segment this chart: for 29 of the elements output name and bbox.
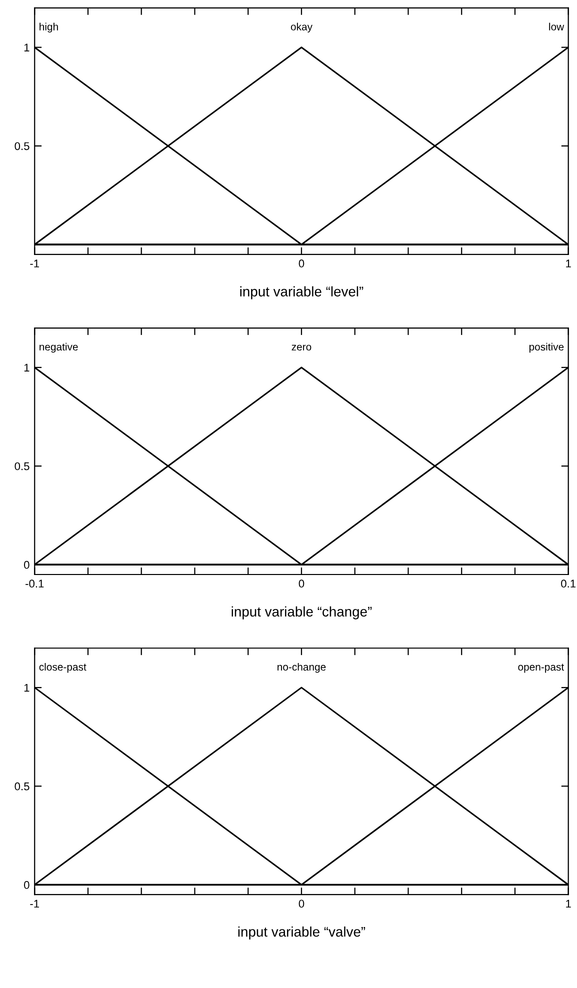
y-tick-label: 0	[24, 560, 30, 569]
x-tick-label: 0	[298, 900, 304, 908]
series-label: high	[40, 22, 58, 32]
y-tick-label: 0.5	[14, 782, 30, 790]
y-tick-label: 1	[24, 44, 30, 52]
x-tick-label: 0	[298, 580, 304, 588]
x-tick-label: -1	[30, 900, 40, 908]
y-tick-label: 0	[24, 881, 30, 889]
x-tick-label: 1	[566, 900, 571, 908]
x-axis-title: input variable “change”	[232, 606, 372, 620]
x-tick-label: -1	[30, 260, 40, 268]
legend-label: no-change	[278, 662, 326, 673]
legend-label: low	[549, 22, 564, 30]
legend-label: open-past	[518, 664, 564, 673]
legend-label: negative	[40, 342, 78, 353]
x-axis-title: input variable “valve”	[238, 926, 366, 940]
legend-label: okay	[290, 22, 312, 32]
x-tick-label: 0	[298, 260, 304, 268]
y-tick-label: 0.5	[14, 142, 30, 150]
x-axis-title: input variable “level”	[240, 286, 364, 300]
legend-label: close-past	[39, 662, 86, 673]
x-tick-label: 0.1	[561, 580, 576, 588]
y-tick-label: 1	[24, 364, 30, 372]
legend-label: zero	[292, 344, 312, 351]
y-tick-label: 0.5	[14, 462, 30, 470]
x-tick-label: -0.1	[26, 580, 44, 588]
y-tick-label: 1	[24, 684, 30, 692]
x-tick-label: 1	[566, 260, 571, 268]
legend-label: positive	[529, 342, 564, 353]
